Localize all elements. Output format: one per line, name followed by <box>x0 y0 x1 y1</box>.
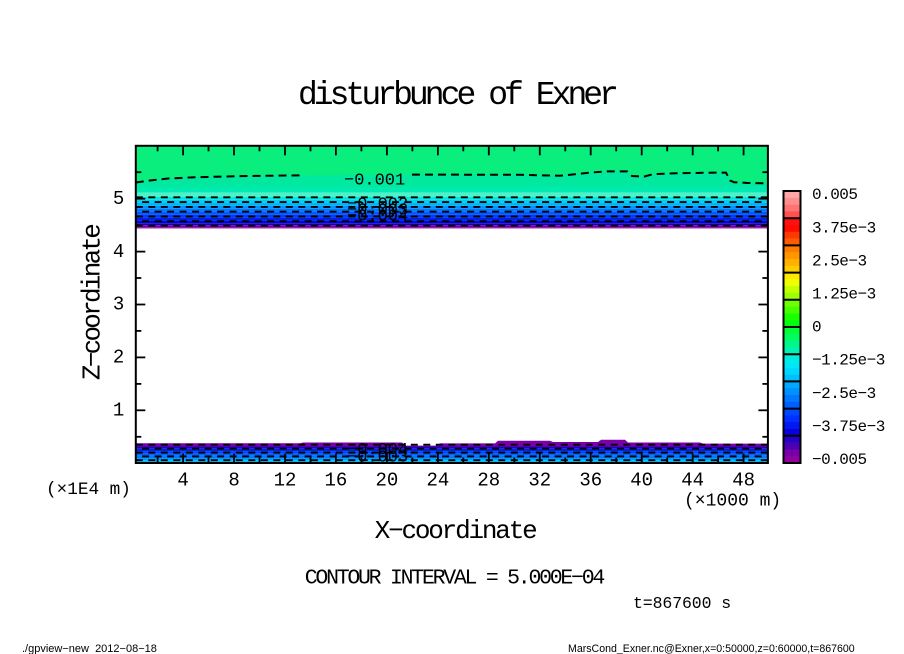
svg-text:4: 4 <box>113 241 124 263</box>
svg-text:8: 8 <box>228 470 239 492</box>
svg-text:CONTOUR INTERVAL = 5.000E−04: CONTOUR INTERVAL = 5.000E−04 <box>305 567 605 591</box>
svg-text:(×1000 m): (×1000 m) <box>684 492 781 512</box>
svg-text:X−coordinate: X−coordinate <box>375 516 536 546</box>
svg-text:24: 24 <box>426 470 449 492</box>
svg-text:disturbunce of Exner: disturbunce of Exner <box>298 77 616 114</box>
svg-text:./gpview−new 2012−08−18: ./gpview−new 2012−08−18 <box>22 643 157 654</box>
svg-text:−1.25e−3: −1.25e−3 <box>812 352 885 370</box>
svg-text:−0.004: −0.004 <box>347 208 408 227</box>
svg-text:44: 44 <box>681 470 704 492</box>
svg-text:2.5e−3: 2.5e−3 <box>812 252 867 270</box>
svg-text:40: 40 <box>630 470 653 492</box>
svg-text:3.75e−3: 3.75e−3 <box>812 219 876 237</box>
svg-text:1: 1 <box>113 400 124 422</box>
svg-text:0: 0 <box>812 319 821 337</box>
svg-text:2: 2 <box>113 347 124 369</box>
svg-text:−2.5e−3: −2.5e−3 <box>812 385 876 403</box>
svg-text:−0.001: −0.001 <box>344 172 405 191</box>
svg-text:−0.003: −0.003 <box>347 202 408 221</box>
svg-text:48: 48 <box>732 470 755 492</box>
svg-text:36: 36 <box>579 470 602 492</box>
svg-text:0.005: 0.005 <box>812 186 858 204</box>
svg-text:16: 16 <box>325 470 348 492</box>
svg-text:12: 12 <box>274 470 297 492</box>
svg-text:28: 28 <box>477 470 500 492</box>
svg-text:(×1E4 m): (×1E4 m) <box>46 480 131 500</box>
svg-text:Z−coordinate: Z−coordinate <box>78 225 108 380</box>
svg-text:5: 5 <box>113 188 124 210</box>
svg-text:−0.002: −0.002 <box>347 196 408 215</box>
svg-text:MarsCond_Exner.nc@Exner,x=0:50: MarsCond_Exner.nc@Exner,x=0:50000,z=0:60… <box>568 643 855 654</box>
svg-text:1.25e−3: 1.25e−3 <box>812 286 876 304</box>
svg-text:4: 4 <box>177 470 188 492</box>
svg-text:−3.75e−3: −3.75e−3 <box>812 418 885 436</box>
svg-text:3: 3 <box>113 294 124 316</box>
svg-text:−0.005: −0.005 <box>812 451 867 469</box>
svg-text:20: 20 <box>375 470 398 492</box>
svg-text:t=867600 s: t=867600 s <box>633 594 731 613</box>
svg-text:−0.004: −0.004 <box>347 441 408 460</box>
svg-text:−0.003: −0.003 <box>347 449 408 468</box>
svg-text:32: 32 <box>528 470 551 492</box>
